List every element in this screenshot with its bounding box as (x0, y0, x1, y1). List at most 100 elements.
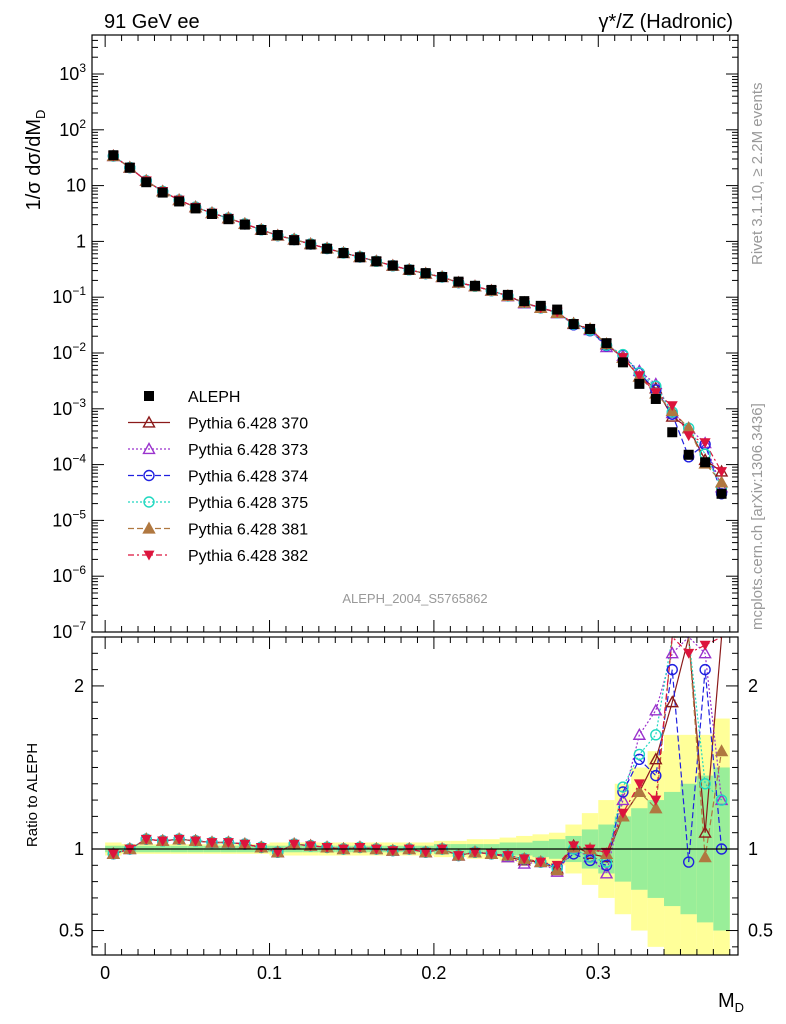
ratio-point-p373 (649, 703, 663, 716)
y-tick-label: 103 (59, 61, 86, 84)
x-axis-label: MD (718, 990, 744, 1015)
ratio-point-p374 (600, 859, 613, 872)
point-aleph (223, 214, 234, 225)
point-aleph (716, 488, 727, 499)
ratio-point-p382 (140, 834, 152, 845)
ratio-point-p382 (650, 795, 662, 806)
ratio-plot-frame (91, 636, 739, 956)
legend-marker-p375 (143, 496, 155, 508)
ratio-point-p382 (485, 849, 497, 860)
point-aleph (683, 449, 694, 460)
y-tick-label: 10−3 (52, 396, 86, 419)
y-tick-label: 1 (76, 231, 86, 251)
point-aleph (601, 338, 612, 349)
point-aleph (700, 457, 711, 468)
legend-marker-p382 (143, 550, 155, 561)
ratio-point-p370 (665, 695, 679, 708)
point-aleph (404, 264, 415, 275)
analysis-id: ALEPH_2004_S5765862 (342, 591, 487, 606)
ratio-point-p382 (420, 847, 432, 858)
series-line-p375 (113, 155, 723, 488)
rivet-label: Rivet 3.1.10, ≥ 2.2M events (749, 83, 766, 266)
point-aleph (174, 196, 185, 207)
y-tick-label: 10−1 (52, 284, 86, 307)
legend: ALEPH Pythia 6.428 370 Pythia 6.428 373 Pyt… (128, 389, 308, 565)
ratio-point-p382 (157, 836, 169, 847)
ratio-point-p370 (649, 752, 663, 765)
ratio-point-p382 (633, 779, 645, 790)
ratio-y-tick-label: 0.5 (59, 921, 84, 941)
ratio-point-p382 (699, 640, 711, 651)
y-tick-label: 10−5 (52, 507, 86, 530)
x-tick-label: 0.1 (257, 963, 282, 983)
ratio-y-axis-label: Ratio to ALEPH (24, 743, 41, 847)
legend-marker-ALEPH (144, 391, 154, 401)
point-aleph (585, 323, 596, 334)
main-plot-frame (91, 34, 739, 633)
point-aleph (322, 243, 333, 254)
y-tick-label: 10−6 (52, 563, 86, 586)
ratio-point-p382 (469, 847, 481, 858)
point-aleph (338, 247, 349, 258)
plot-frames (91, 34, 739, 956)
ratio-point-p375 (633, 748, 646, 761)
ratio-point-p382 (453, 851, 465, 862)
ratio-point-p381 (649, 801, 663, 814)
header-right: γ*/Z (Hadronic) (599, 11, 733, 33)
point-aleph (371, 256, 382, 267)
point-aleph (552, 304, 563, 315)
axis-ticks: 10−7 10−6 10−5 10−4 10−3 10−2 10−1 1 10 102 103 0 0.… (52, 34, 773, 983)
point-aleph (256, 225, 267, 236)
point-aleph (469, 280, 480, 291)
ratio-point-p370 (698, 825, 712, 838)
ratio-point-p382 (354, 842, 366, 853)
point-aleph (206, 208, 217, 219)
x-tick-label: 0.3 (586, 963, 611, 983)
y-tick-label: 10 (66, 176, 86, 196)
ratio-point-p382 (617, 808, 629, 819)
point-aleph (239, 219, 250, 230)
point-p382 (666, 401, 678, 412)
point-aleph (289, 235, 300, 246)
point-aleph (568, 319, 579, 330)
ratio-point-p382 (551, 860, 563, 871)
ratio-point-p382 (683, 648, 695, 659)
point-aleph (190, 203, 201, 214)
ratio-point-p382 (190, 836, 202, 847)
ratio-point-p374 (666, 663, 678, 676)
ratio-y-tick-label: 1 (74, 839, 84, 859)
ratio-point-p374 (682, 856, 695, 868)
ratio-point-p382 (288, 839, 300, 850)
ratio-point-p382 (107, 849, 119, 860)
ratio-point-p373 (632, 727, 647, 740)
legend-label-p382: Pythia 6.428 382 (188, 548, 308, 565)
main-y-axis-label: 1/σ dσ/dMD (23, 110, 48, 211)
ratio-point-p375 (650, 729, 662, 741)
main-series-markers (106, 149, 729, 500)
point-aleph (354, 252, 365, 263)
ratio-point-p382 (502, 851, 514, 862)
point-aleph (634, 378, 645, 389)
point-aleph (437, 272, 448, 283)
legend-marker-p370 (142, 415, 156, 428)
point-p381 (714, 475, 729, 488)
x-tick-label: 0 (100, 963, 110, 983)
y-tick-label: 10−2 (52, 340, 86, 363)
ratio-point-p373 (599, 866, 614, 879)
ratio-point-p375 (617, 781, 629, 793)
legend-marker-p381 (142, 521, 156, 534)
ratio-y-tick-label-right: 0.5 (748, 921, 773, 941)
ratio-point-p382 (222, 838, 234, 848)
ratio-point-p381 (698, 850, 712, 863)
point-p382 (650, 388, 662, 399)
legend-label-p370: Pythia 6.428 370 (188, 416, 308, 433)
ratio-point-p374 (650, 769, 662, 782)
ratio-point-p374 (699, 663, 711, 676)
point-p382 (633, 371, 645, 382)
point-aleph (420, 268, 431, 279)
ratio-point-p373 (616, 793, 630, 806)
mcplots-label: mcplots.cern.ch [arXiv:1306.3436] (749, 403, 766, 630)
point-aleph (502, 289, 513, 300)
y-tick-label: 102 (59, 117, 86, 140)
